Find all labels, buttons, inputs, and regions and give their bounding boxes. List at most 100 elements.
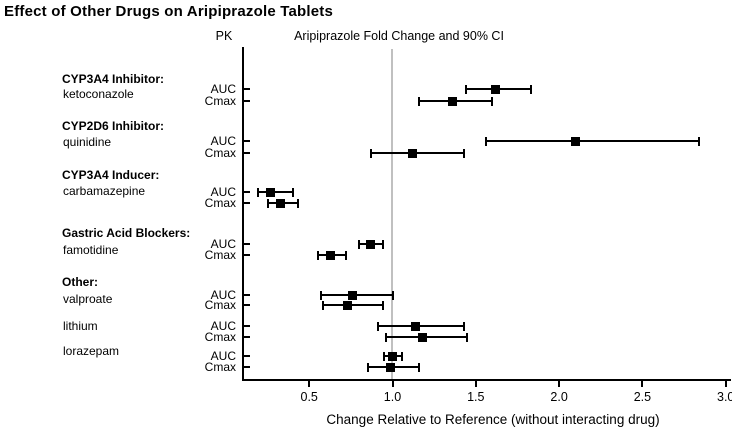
drug-label: ketoconazole bbox=[63, 87, 134, 101]
ci-cap-high bbox=[296, 199, 299, 208]
x-axis-tick bbox=[391, 381, 394, 387]
pk-parameter-label: AUC bbox=[210, 288, 236, 302]
pk-parameter-label: Cmax bbox=[204, 298, 236, 312]
estimate-column-header: Aripiprazole Fold Change and 90% CI bbox=[294, 29, 504, 43]
group-header: CYP3A4 Inhibitor: bbox=[62, 72, 165, 86]
point-estimate-marker bbox=[388, 351, 397, 361]
ci-cap-low bbox=[369, 149, 372, 158]
ci-cap-low bbox=[266, 199, 269, 208]
ci-line bbox=[370, 152, 465, 154]
x-axis-tick-label: 1.0 bbox=[383, 390, 402, 404]
row-axis-tick bbox=[244, 88, 250, 90]
ci-cap-low bbox=[383, 352, 386, 361]
pk-parameter-label: Cmax bbox=[204, 360, 236, 374]
ci-line bbox=[485, 140, 700, 142]
ci-cap-high bbox=[463, 322, 466, 331]
group-header: Other: bbox=[62, 275, 98, 289]
pk-parameter-label: AUC bbox=[210, 237, 236, 251]
group-header: CYP2D6 Inhibitor: bbox=[62, 119, 165, 133]
x-axis-title: Change Relative to Reference (without in… bbox=[326, 412, 660, 427]
ci-cap-low bbox=[358, 240, 361, 249]
ci-cap-low bbox=[366, 363, 369, 372]
x-axis-tick-label: 3.0 bbox=[716, 390, 732, 404]
row-axis-tick bbox=[244, 191, 250, 193]
ci-cap-high bbox=[344, 251, 347, 260]
pk-parameter-label: Cmax bbox=[204, 146, 236, 160]
point-estimate-marker bbox=[348, 290, 358, 300]
group-header: Gastric Acid Blockers: bbox=[62, 226, 191, 240]
point-estimate-marker bbox=[447, 96, 457, 106]
pk-parameter-label: Cmax bbox=[204, 196, 236, 210]
pk-parameter-label: Cmax bbox=[204, 330, 236, 344]
ci-cap-low bbox=[484, 137, 487, 146]
row-axis-tick bbox=[244, 366, 250, 368]
point-estimate-marker bbox=[417, 332, 427, 342]
point-estimate-marker bbox=[407, 148, 417, 158]
x-axis-line bbox=[242, 379, 731, 381]
x-axis-tick bbox=[308, 381, 311, 387]
ci-cap-high bbox=[418, 363, 421, 372]
x-axis-tick-label: 2.0 bbox=[550, 390, 568, 404]
ci-cap-high bbox=[381, 240, 384, 249]
drug-label: lorazepam bbox=[63, 344, 120, 358]
ci-cap-high bbox=[291, 188, 294, 197]
pk-parameter-label: AUC bbox=[210, 319, 236, 333]
point-estimate-marker bbox=[386, 362, 396, 372]
reference-line bbox=[391, 49, 393, 379]
drug-label: carbamazepine bbox=[63, 184, 146, 198]
ci-cap-low bbox=[418, 97, 421, 106]
ci-cap-low bbox=[321, 301, 324, 310]
ci-line bbox=[322, 304, 383, 306]
ci-cap-high bbox=[466, 333, 469, 342]
y-axis-line bbox=[242, 47, 244, 380]
pk-parameter-label: AUC bbox=[210, 82, 236, 96]
point-estimate-marker bbox=[343, 300, 353, 310]
row-axis-tick bbox=[244, 243, 250, 245]
point-estimate-marker bbox=[326, 250, 336, 260]
row-axis-tick bbox=[244, 355, 250, 357]
ci-cap-low bbox=[256, 188, 259, 197]
ci-cap-high bbox=[491, 97, 494, 106]
point-estimate-marker bbox=[276, 198, 286, 208]
row-axis-tick bbox=[244, 152, 250, 154]
x-axis-tick bbox=[474, 381, 477, 387]
row-axis-tick bbox=[244, 325, 250, 327]
drug-label: famotidine bbox=[63, 243, 119, 257]
ci-cap-high bbox=[529, 85, 532, 94]
ci-cap-high bbox=[698, 137, 701, 146]
ci-cap-high bbox=[401, 352, 404, 361]
x-axis-tick-label: 1.5 bbox=[467, 390, 485, 404]
pk-parameter-label: AUC bbox=[210, 349, 236, 363]
ci-cap-low bbox=[316, 251, 319, 260]
drug-label: valproate bbox=[63, 292, 113, 306]
ci-cap-high bbox=[381, 301, 384, 310]
ci-cap-high bbox=[463, 149, 466, 158]
pk-parameter-label: Cmax bbox=[204, 94, 236, 108]
row-axis-tick bbox=[244, 254, 250, 256]
pk-column-header: PK bbox=[215, 29, 233, 43]
ci-cap-low bbox=[384, 333, 387, 342]
row-axis-tick bbox=[244, 140, 250, 142]
point-estimate-marker bbox=[411, 321, 421, 331]
chart-title: Effect of Other Drugs on Aripiprazole Ta… bbox=[4, 3, 334, 20]
x-axis-tick bbox=[558, 381, 561, 387]
ci-cap-low bbox=[319, 291, 322, 300]
drug-label: quinidine bbox=[63, 135, 112, 149]
drug-label: lithium bbox=[63, 319, 98, 333]
ci-cap-high bbox=[391, 291, 394, 300]
group-header: CYP3A4 Inducer: bbox=[62, 168, 160, 182]
x-axis-tick-label: 2.5 bbox=[633, 390, 652, 404]
pk-parameter-label: Cmax bbox=[204, 248, 236, 262]
x-axis-tick-label: 0.5 bbox=[300, 390, 318, 404]
x-axis-tick bbox=[641, 381, 644, 387]
ci-line bbox=[377, 325, 465, 327]
point-estimate-marker bbox=[366, 239, 376, 249]
row-axis-tick bbox=[244, 336, 250, 338]
point-estimate-marker bbox=[266, 187, 276, 197]
row-axis-tick bbox=[244, 100, 250, 102]
pk-parameter-label: AUC bbox=[210, 185, 236, 199]
point-estimate-marker bbox=[491, 84, 501, 94]
pk-parameter-label: AUC bbox=[210, 134, 236, 148]
ci-cap-low bbox=[464, 85, 467, 94]
